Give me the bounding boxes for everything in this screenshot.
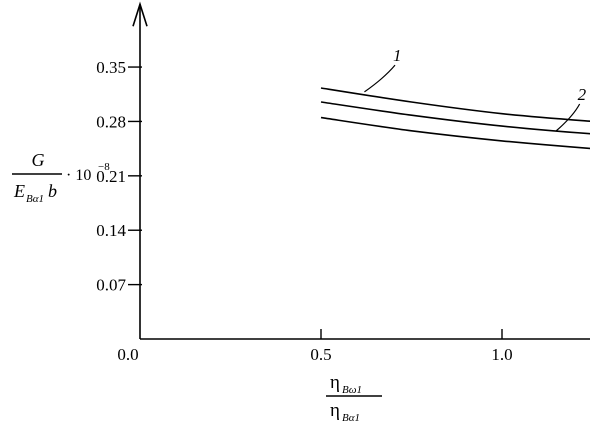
series-line-3: [320, 116, 590, 150]
x-tick-label: 1.0: [491, 345, 512, 364]
x-label-numerator-sub: Bω1: [342, 384, 362, 396]
ticks: 0.00.51.01.52.00.070.140.210.280.35: [96, 58, 512, 364]
curves: [320, 87, 590, 150]
x-label-denominator-main: η: [330, 400, 340, 421]
y-label-denominator-tail: b: [48, 181, 57, 201]
y-label-multiplier: · 10: [66, 167, 91, 184]
series-line-1: [320, 87, 590, 123]
y-tick-label: 0.14: [96, 221, 126, 240]
series-annotations: 123: [364, 46, 587, 132]
y-tick-label: 0.35: [96, 58, 126, 77]
x-tick-label: 0.5: [310, 345, 331, 364]
leader-line-2: [555, 103, 581, 132]
y-label-denominator-main: E: [13, 181, 25, 201]
y-label-exponent: −8: [98, 161, 110, 173]
y-axis-arrowhead: [132, 1, 148, 27]
series-label-1: 1: [393, 46, 402, 65]
x-axis-label: η Bω1 η Bα1: [326, 372, 382, 424]
y-label-numerator: G: [32, 150, 45, 170]
y-tick-label: 0.28: [96, 112, 126, 131]
axes: [132, 1, 590, 340]
x-tick-label: 0.0: [117, 345, 138, 364]
series-label-2: 2: [578, 85, 587, 104]
series-line-2: [320, 101, 590, 135]
y-tick-label: 0.07: [96, 276, 126, 295]
leader-line-1: [364, 64, 396, 93]
y-axis-label: G E Bα1 b · 10 −8: [12, 150, 110, 205]
y-tick-label: 0.21: [96, 167, 126, 186]
x-label-numerator-main: η: [330, 372, 340, 393]
x-label-denominator-sub: Bα1: [342, 412, 360, 424]
y-label-denominator-sub: Bα1: [26, 193, 44, 205]
